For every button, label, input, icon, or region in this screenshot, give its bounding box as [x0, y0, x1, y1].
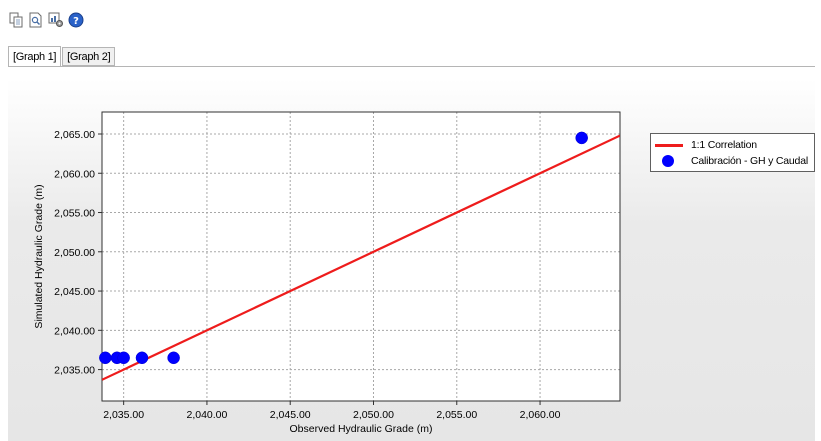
print-preview-icon: [29, 12, 42, 28]
legend-item-correlation: 1:1 Correlation: [651, 137, 816, 153]
data-point: [117, 351, 130, 365]
legend-label-correlation: 1:1 Correlation: [691, 139, 757, 151]
copy-page-button[interactable]: [8, 12, 24, 28]
svg-text:?: ?: [73, 16, 79, 27]
x-tick-label: 2,055.00: [436, 409, 477, 421]
legend-label-calibration: Calibración - GH y Caudal: [691, 155, 808, 167]
scatter-chart: 2,035.00 2,040.00 2,045.00 2,050.00 2,055.00…: [33, 111, 621, 435]
legend-dot-marker: [662, 155, 674, 167]
legend-line-marker: [655, 144, 683, 147]
y-tick-label: 2,035.00: [54, 365, 95, 377]
y-tick-label: 2,065.00: [54, 129, 95, 141]
data-point: [135, 351, 149, 365]
graph-tabs: [Graph 1] [Graph 2]: [8, 44, 116, 67]
x-tick-label: 2,050.00: [353, 409, 394, 421]
toolbar: ?: [0, 0, 821, 36]
x-tick-label: 2,060.00: [520, 409, 561, 421]
y-tick-label: 2,045.00: [54, 286, 95, 298]
plot-frame: [101, 111, 621, 402]
graph-panel: 2,035.00 2,040.00 2,045.00 2,050.00 2,055.00…: [8, 66, 815, 441]
tab-graph-1[interactable]: [Graph 1]: [8, 46, 62, 67]
help-button[interactable]: ?: [68, 12, 84, 28]
help-icon: ?: [68, 12, 84, 28]
data-point: [167, 351, 180, 365]
y-axis-title: Simulated Hydraulic Grade (m): [33, 184, 45, 328]
x-tick-label: 2,040.00: [186, 409, 227, 421]
y-tick-label: 2,060.00: [54, 168, 95, 180]
tab-graph-2[interactable]: [Graph 2]: [62, 47, 116, 66]
x-tick-label: 2,045.00: [270, 409, 311, 421]
data-point: [575, 131, 588, 145]
y-tick-label: 2,040.00: [54, 325, 95, 337]
legend-item-calibration: Calibración - GH y Caudal: [651, 153, 816, 169]
copy-page-icon: [9, 12, 23, 28]
y-tick-label: 2,050.00: [54, 247, 95, 259]
correlation-line: [102, 134, 620, 381]
chart-legend: 1:1 Correlation Calibración - GH y Cauda…: [650, 133, 815, 172]
chart-area: 2,035.00 2,040.00 2,045.00 2,050.00 2,055.00…: [8, 79, 815, 441]
chart-settings-button[interactable]: [48, 12, 64, 28]
data-point: [99, 351, 112, 365]
chart-settings-icon: [48, 12, 63, 27]
x-tick-label: 2,035.00: [103, 409, 144, 421]
legend-line-swatch: [655, 138, 685, 152]
print-preview-button[interactable]: [28, 12, 44, 28]
legend-dot-swatch: [655, 154, 685, 168]
y-tick-label: 2,055.00: [54, 208, 95, 220]
x-axis-title: Observed Hydraulic Grade (m): [290, 423, 433, 435]
